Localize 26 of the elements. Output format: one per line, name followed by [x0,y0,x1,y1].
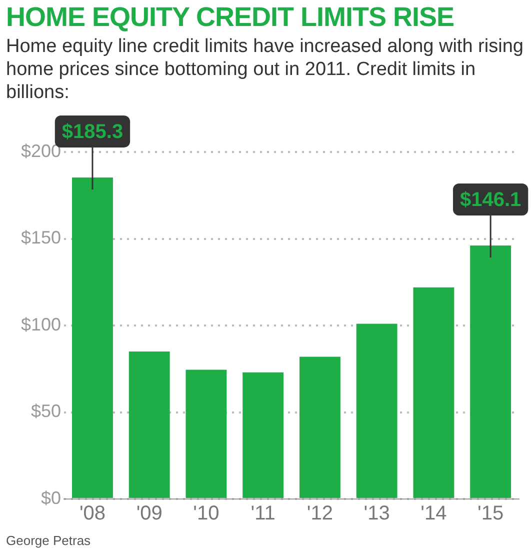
x-tick-label: '15 [478,502,504,525]
x-tick-label: '12 [306,502,333,525]
text: George Petras [6,533,92,548]
x-tick-label: '08 [79,502,106,525]
bar [128,352,170,498]
x-tick-label: '14 [420,502,447,525]
y-tick-label: $0 [41,488,62,508]
y-tick-label: $100 [20,314,62,334]
bar [356,324,398,498]
y-tick-label: $150 [20,228,62,248]
bar [72,178,113,498]
bar [470,246,512,498]
x-tick-label: '10 [193,502,220,525]
data-label: $185.3 [62,121,124,144]
bar [186,370,227,498]
chart-subtitle: Home equity line credit limits have increased along with rising home prices since bottoming out in 2011. Credit limits in billions: [6,35,524,104]
bar [413,287,454,498]
x-tick-label: '11 [250,502,276,525]
x-tick-label: '09 [136,502,162,525]
y-tick-label: $50 [30,401,62,422]
bar [299,356,340,498]
bar [242,372,284,498]
chart-title: HOME EQUITY CREDIT LIMITS RISE [6,2,456,33]
y-tick-label: $200 [20,140,62,161]
x-tick-label: '13 [364,502,390,525]
data-label: $146.1 [460,189,522,212]
